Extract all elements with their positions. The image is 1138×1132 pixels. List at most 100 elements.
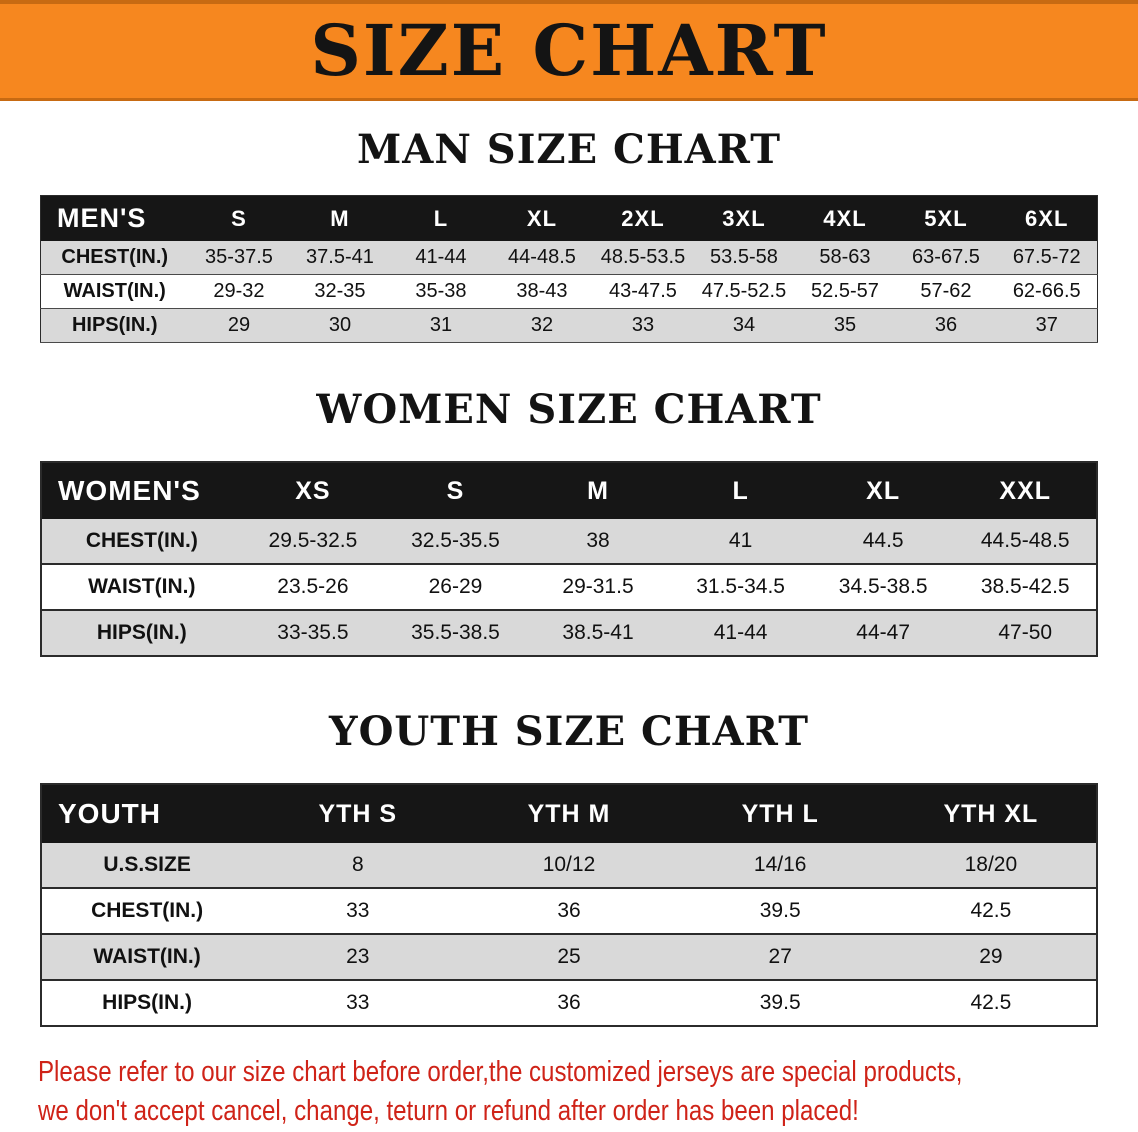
measurement-value: 36 (557, 899, 581, 922)
youth-chart-heading: YOUTH SIZE CHART (329, 708, 809, 755)
measurement-value: 42.5 (970, 899, 1012, 922)
measurement-value: 44-48.5 (508, 246, 576, 268)
measurement-value: 53.5-58 (710, 246, 778, 268)
size-column-header: L (669, 462, 812, 519)
size-column-header: YTH XL (885, 784, 1097, 843)
measurement-value: 34.5-38.5 (838, 575, 928, 598)
size-column-header: XS (241, 462, 385, 519)
size-column-header: M (526, 462, 670, 519)
men-chart-heading: MAN SIZE CHART (357, 126, 781, 173)
measurement-value: 32-35 (314, 280, 366, 302)
measurement-value: 63-67.5 (912, 246, 980, 268)
measurement-value: 30 (328, 314, 352, 336)
size-column-header: YTH L (674, 784, 886, 843)
title-banner: SIZE CHART (0, 0, 1138, 101)
measurement-label: U.S.SIZE (103, 853, 191, 876)
measurement-value: 57-62 (920, 280, 972, 302)
size-column-header: XXL (954, 462, 1097, 519)
measurement-value: 29-32 (213, 280, 265, 302)
measurement-value: 33-35.5 (277, 621, 349, 644)
measurement-value: 32 (530, 314, 554, 336)
table-row: U.S.SIZE 8 10/12 14/16 18/20 (41, 843, 1097, 888)
measurement-value: 43-47.5 (609, 280, 677, 302)
women-chart-heading: WOMEN SIZE CHART (316, 386, 822, 433)
size-column-header: S (188, 195, 290, 241)
measurement-value: 58-63 (819, 246, 871, 268)
measurement-label: CHEST(IN.) (85, 529, 198, 552)
measurement-value: 10/12 (542, 853, 596, 876)
measurement-value: 29 (979, 945, 1003, 968)
table-group-label: MEN'S (40, 195, 189, 241)
men-size-table: MEN'S S M L XL 2XL 3XL 4XL 5XL 6XL CHEST(IN.) 35-37… (40, 195, 1098, 343)
measurement-label: HIPS(IN.) (96, 621, 187, 644)
size-column-header: S (384, 462, 527, 519)
size-column-header: YTH S (252, 784, 464, 843)
measurement-value: 67.5-72 (1012, 246, 1081, 268)
measurement-value: 38.5-42.5 (980, 575, 1070, 598)
measurement-value: 31.5-34.5 (696, 575, 785, 598)
measurement-value: 44.5 (862, 529, 904, 552)
measurement-value: 26-29 (428, 575, 483, 598)
disclaimer-line-1: Please refer to our size chart before or… (38, 1056, 963, 1088)
measurement-value: 52.5-57 (811, 280, 879, 302)
table-row: WAIST(IN.) 23.5-26 26-29 29-31.5 31.5-34.5 34… (41, 564, 1097, 610)
measurement-value: 33 (631, 314, 655, 336)
measurement-value: 44-47 (856, 621, 911, 644)
measurement-value: 23 (346, 945, 370, 968)
table-row: HIPS(IN.) 33 36 39.5 42.5 (41, 980, 1097, 1026)
size-column-header: L (390, 195, 492, 241)
measurement-value: 48.5-53.5 (600, 246, 686, 268)
measurement-value: 23.5-26 (277, 575, 349, 598)
measurement-value: 14/16 (753, 853, 807, 876)
size-column-header: 4XL (794, 195, 896, 241)
table-group-label: WOMEN'S (41, 462, 242, 519)
measurement-value: 38.5-41 (562, 621, 634, 644)
table-header-row: WOMEN'S XS S M L XL XXL (41, 462, 1097, 519)
measurement-value: 42.5 (970, 991, 1012, 1014)
measurement-value: 18/20 (964, 853, 1018, 876)
measurement-value: 29 (227, 314, 251, 336)
size-column-header: XL (811, 462, 955, 519)
women-size-table: WOMEN'S XS S M L XL XXL CHEST(IN.) 29.5-32.5 32.5… (40, 461, 1098, 657)
measurement-value: 8 (351, 853, 364, 876)
youth-size-chart-section: YOUTH SIZE CHART YOUTH YTH S YTH M YTH L YTH… (0, 709, 1138, 1027)
measurement-value: 27 (768, 945, 792, 968)
women-size-chart-section: WOMEN SIZE CHART WOMEN'S XS S M L XL XXL CHEST(… (0, 387, 1138, 657)
measurement-value: 35 (833, 314, 857, 336)
measurement-value: 37 (1035, 314, 1058, 336)
measurement-value: 41-44 (713, 621, 768, 644)
measurement-label: HIPS(IN.) (102, 991, 193, 1014)
measurement-value: 41 (728, 529, 753, 552)
measurement-value: 31 (429, 314, 453, 336)
measurement-value: 33 (346, 991, 370, 1014)
table-row: CHEST(IN.) 29.5-32.5 32.5-35.5 38 41 44.5 44.5… (41, 519, 1097, 564)
table-header-row: YOUTH YTH S YTH M YTH L YTH XL (41, 784, 1097, 843)
measurement-label: WAIST(IN.) (88, 575, 196, 598)
measurement-value: 38 (586, 529, 610, 552)
measurement-value: 29.5-32.5 (268, 529, 358, 552)
size-column-header: 6XL (996, 195, 1098, 241)
size-column-header: YTH M (463, 784, 675, 843)
measurement-value: 39.5 (759, 899, 801, 922)
table-row: WAIST(IN.) 23 25 27 29 (41, 934, 1097, 980)
size-column-header: 5XL (895, 195, 997, 241)
table-row: HIPS(IN.) 29 30 31 32 33 34 35 36 37 (40, 308, 1098, 343)
measurement-value: 35.5-38.5 (411, 621, 500, 644)
page-title: SIZE CHART (310, 9, 828, 92)
measurement-value: 41-44 (415, 246, 467, 268)
disclaimer-line-2: we don't accept cancel, change, teturn o… (38, 1094, 859, 1127)
measurement-value: 47.5-52.5 (701, 280, 787, 302)
measurement-value: 36 (557, 991, 581, 1014)
measurement-value: 47-50 (998, 621, 1053, 644)
measurement-label: WAIST(IN.) (63, 280, 166, 302)
measurement-value: 34 (732, 314, 756, 336)
size-column-header: 2XL (592, 195, 694, 241)
size-column-header: XL (491, 195, 593, 241)
table-row: CHEST(IN.) 33 36 39.5 42.5 (41, 888, 1097, 934)
measurement-value: 37.5-41 (306, 246, 374, 268)
table-group-label: YOUTH (41, 784, 253, 843)
measurement-value: 62-66.5 (1012, 280, 1081, 302)
table-row: WAIST(IN.) 29-32 32-35 35-38 38-43 43-47.5 47.… (40, 274, 1098, 309)
disclaimer-note: Please refer to our size chart before or… (38, 1053, 1138, 1130)
